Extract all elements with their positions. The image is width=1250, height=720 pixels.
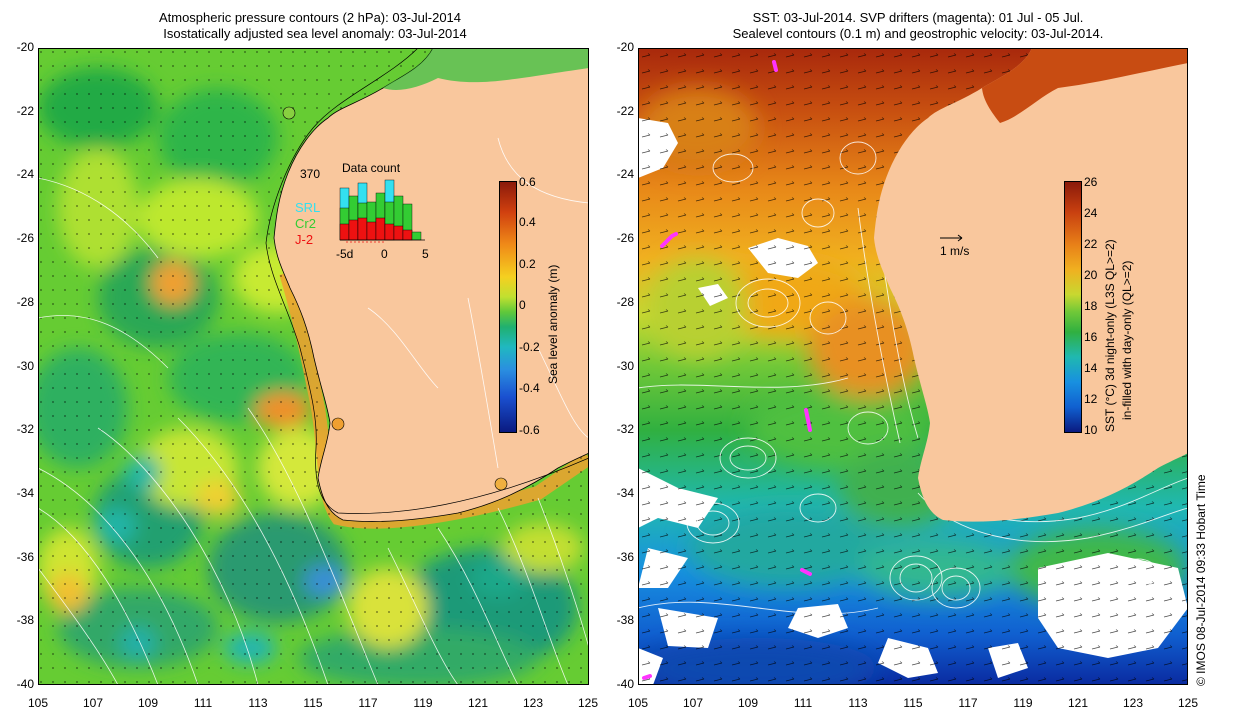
y-axis-tick-label: -40 [616, 677, 634, 691]
imos-credit: © IMOS 08-Jul-2014 09:33 Hobart Time [1194, 474, 1208, 686]
tide-gauge-marker [331, 417, 345, 431]
y-axis-tick-label: -26 [616, 231, 634, 246]
x-axis-tick-label: 123 [1122, 696, 1144, 710]
right-colorbar-tick: 20 [1084, 268, 1098, 282]
australia-land [874, 48, 1188, 522]
x-axis-tick-label: 113 [848, 696, 868, 710]
x-axis-tick-label: 113 [248, 696, 268, 710]
y-axis-tick-label: -20 [616, 40, 634, 54]
inset-xtick: 5 [422, 247, 429, 261]
y-axis-tick-label: -20 [16, 40, 34, 54]
left-colorbar-label: Sea level anomaly (m) [546, 264, 560, 384]
x-axis-tick-label: 119 [1013, 696, 1033, 710]
x-axis-tick-label: 119 [413, 696, 433, 710]
y-axis-tick-label: -30 [616, 358, 634, 373]
x-axis-tick-label: 111 [193, 696, 213, 710]
x-axis-tick-label: 123 [522, 696, 544, 710]
x-axis-tick-label: 117 [358, 696, 378, 710]
inset-max-count: 370 [300, 167, 320, 181]
y-axis-tick-label: -36 [616, 549, 634, 564]
velocity-scale-arrow [940, 234, 963, 242]
y-axis-tick-label: -32 [16, 422, 34, 437]
x-axis-tick-label: 109 [737, 696, 759, 710]
y-axis-tick-label: -24 [616, 167, 634, 182]
y-axis-tick-label: -22 [616, 103, 634, 118]
left-colorbar [499, 181, 517, 433]
y-axis-tick-label: -22 [16, 103, 34, 118]
x-axis-tick-label: 105 [27, 696, 49, 710]
right-colorbar-tick: 18 [1084, 299, 1098, 313]
inset-title: Data count [342, 161, 401, 175]
left-colorbar-tick: 0.4 [519, 215, 536, 229]
velocity-scale-label: 1 m/s [940, 244, 970, 258]
inset-bars [339, 179, 422, 241]
left-title-line1: Atmospheric pressure contours (2 hPa): 0… [158, 10, 462, 25]
x-axis-tick-label: 115 [303, 696, 323, 710]
right-map [638, 48, 1188, 685]
y-axis-tick-label: -36 [16, 549, 34, 564]
y-axis-tick-label: -30 [16, 358, 34, 373]
x-axis-tick-label: 115 [903, 696, 923, 710]
x-axis-tick-label: 121 [1067, 696, 1089, 710]
right-colorbar-tick: 14 [1084, 361, 1098, 375]
right-colorbar [1064, 181, 1082, 433]
y-axis-tick-label: -34 [616, 485, 634, 500]
left-colorbar-tick: 0 [519, 298, 526, 312]
inset-xtick: 0 [381, 247, 388, 261]
right-colorbar-tick: 16 [1084, 330, 1098, 344]
right-title-line1: SST: 03-Jul-2014. SVP drifters (magenta)… [752, 10, 1084, 25]
x-axis-tick-label: 125 [1177, 696, 1199, 710]
x-axis-tick-label: 107 [682, 696, 704, 710]
x-axis-tick-label: 111 [793, 696, 813, 710]
y-axis-tick-label: -38 [16, 613, 34, 628]
y-axis-tick-label: -38 [616, 613, 634, 628]
x-axis-tick-label: 125 [577, 696, 599, 710]
tide-gauge-marker [282, 106, 296, 120]
right-colorbar-tick: 26 [1084, 175, 1098, 189]
right-colorbar-label-line2: in-filled with day-only (QL>=2) [1120, 260, 1134, 420]
x-axis-tick-label: 105 [627, 696, 649, 710]
y-axis-tick-label: -24 [16, 167, 34, 182]
right-colorbar-tick: 22 [1084, 237, 1098, 251]
right-colorbar-tick: 12 [1084, 392, 1098, 406]
y-axis-tick-label: -28 [16, 294, 34, 309]
right-title-line2: Sealevel contours (0.1 m) and geostrophi… [732, 26, 1104, 41]
legend-j2: J-2 [295, 232, 313, 247]
x-axis-tick-label: 107 [82, 696, 104, 710]
left-colorbar-tick: -0.4 [519, 381, 540, 395]
data-count-inset: 370 Data count SRL Cr2 J-2 -5d 0 5 [295, 161, 429, 261]
left-colorbar-tick: -0.6 [519, 423, 540, 437]
inset-xtick: -5d [336, 247, 353, 261]
y-axis-tick-label: -40 [16, 677, 34, 691]
left-colorbar-tick: 0.6 [519, 175, 536, 189]
right-colorbar-tick: 24 [1084, 206, 1098, 220]
y-axis-tick-label: -28 [616, 294, 634, 309]
left-map [38, 48, 589, 685]
y-axis-tick-label: -32 [616, 422, 634, 437]
x-axis-tick-label: 117 [958, 696, 978, 710]
left-colorbar-tick: -0.2 [519, 340, 540, 354]
legend-srl: SRL [295, 200, 320, 215]
right-colorbar-tick: 10 [1084, 423, 1098, 437]
right-colorbar-label-line1: SST (°C) 3d night-only (L3S QL>=2) [1103, 239, 1117, 432]
left-colorbar-tick: 0.2 [519, 257, 536, 271]
svp-drifters [642, 60, 812, 680]
x-axis-tick-label: 121 [467, 696, 489, 710]
y-axis-tick-label: -34 [16, 485, 34, 500]
legend-cr2: Cr2 [295, 216, 316, 231]
tide-gauge-marker [494, 477, 508, 491]
x-axis-tick-label: 109 [137, 696, 159, 710]
left-title-line2: Isostatically adjusted sea level anomaly… [163, 26, 467, 41]
y-axis-tick-label: -26 [16, 231, 34, 246]
